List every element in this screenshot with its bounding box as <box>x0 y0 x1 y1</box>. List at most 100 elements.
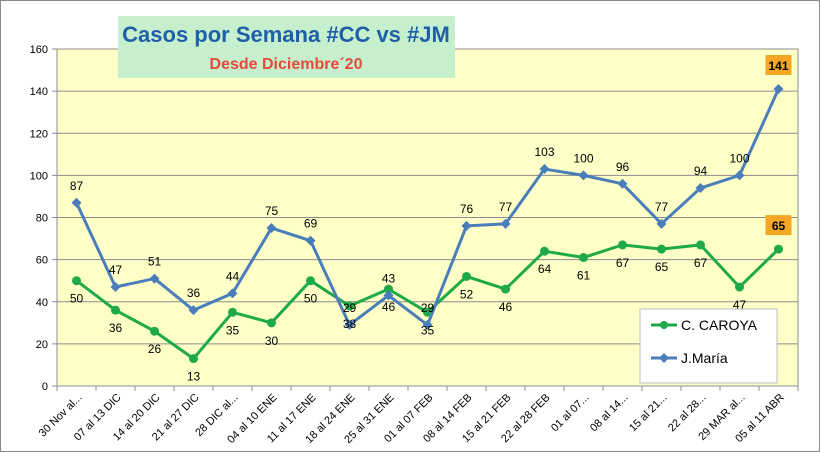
data-label-jmaria: 77 <box>655 200 669 214</box>
data-point-caroya <box>72 276 81 286</box>
data-label-jmaria: 43 <box>382 271 396 285</box>
data-label-jmaria: 94 <box>694 164 708 178</box>
data-point-caroya <box>462 271 471 281</box>
data-point-caroya <box>267 318 276 328</box>
data-point-caroya <box>501 284 510 294</box>
data-point-caroya <box>696 240 705 250</box>
data-point-jmaria <box>773 84 784 95</box>
data-point-jmaria <box>188 305 199 316</box>
data-label-caroya-last: 65 <box>772 219 786 233</box>
series-layer <box>71 84 784 364</box>
data-label-caroya: 30 <box>265 334 279 348</box>
data-label-jmaria: 51 <box>148 255 162 269</box>
data-label-caroya: 67 <box>616 256 630 270</box>
data-point-jmaria <box>461 220 472 231</box>
x-tick-label: 01 al 07... <box>549 392 592 435</box>
legend-marker-caroya <box>660 321 668 329</box>
data-label-caroya: 13 <box>187 370 201 384</box>
data-label-caroya: 26 <box>148 342 162 356</box>
data-label-caroya: 36 <box>109 321 123 335</box>
data-point-caroya <box>735 282 744 292</box>
data-label-caroya: 64 <box>538 262 552 276</box>
data-point-jmaria <box>110 282 121 293</box>
data-point-caroya <box>657 244 666 254</box>
data-point-jmaria <box>617 178 628 189</box>
data-label-caroya: 65 <box>655 260 669 274</box>
data-point-jmaria <box>227 288 238 299</box>
y-tick-label: 60 <box>36 255 48 267</box>
data-point-jmaria <box>266 223 277 234</box>
y-tick-label: 0 <box>42 381 48 393</box>
legend-marker-jmaria <box>659 353 669 363</box>
data-point-jmaria <box>344 319 355 330</box>
title-box: Casos por Semana #CC vs #JM Desde Diciem… <box>118 16 455 78</box>
data-point-jmaria <box>500 218 511 229</box>
data-label-caroya: 67 <box>694 256 708 270</box>
data-label-jmaria: 29 <box>343 301 357 315</box>
data-point-jmaria <box>71 197 82 208</box>
data-point-caroya <box>306 276 315 286</box>
data-label-jmaria-last: 141 <box>768 59 788 73</box>
data-point-caroya <box>579 253 588 263</box>
data-label-jmaria: 29 <box>421 301 435 315</box>
data-label-jmaria: 36 <box>187 286 201 300</box>
data-labels: 50 36 26 13 35 30 50 38 46 35 52 46 64 61 67 65 67 47 65 87… <box>70 55 792 384</box>
x-tick-label: 15 al 21... <box>627 392 670 435</box>
data-label-caroya: 52 <box>460 287 474 301</box>
data-point-jmaria <box>383 290 394 301</box>
data-point-caroya <box>345 301 354 311</box>
x-tick-label: 08 al 14... <box>588 392 631 435</box>
data-point-caroya <box>618 240 627 250</box>
y-tick-label: 20 <box>36 339 48 351</box>
data-label-jmaria: 77 <box>499 200 513 214</box>
y-tick-label: 100 <box>30 170 48 182</box>
data-label-caroya: 38 <box>343 317 357 331</box>
data-label-jmaria: 100 <box>573 151 593 165</box>
legend: C. CAROYA J.María <box>639 308 778 384</box>
data-label-jmaria: 69 <box>304 217 318 231</box>
data-label-jmaria: 75 <box>265 204 279 218</box>
data-point-jmaria <box>422 319 433 330</box>
data-label-caroya: 35 <box>421 323 435 337</box>
data-label-caroya: 50 <box>304 292 318 306</box>
data-point-jmaria <box>305 235 316 246</box>
data-label-jmaria: 44 <box>226 269 240 283</box>
y-tick-label: 40 <box>36 297 48 309</box>
data-point-caroya <box>150 326 159 336</box>
data-label-jmaria: 96 <box>616 160 630 174</box>
data-label-jmaria: 76 <box>460 202 474 216</box>
chart-subtitle: Desde Diciembre´20 <box>210 56 363 73</box>
y-tick-label: 120 <box>30 128 48 140</box>
data-label-caroya: 50 <box>70 292 84 306</box>
data-point-jmaria <box>149 273 160 284</box>
data-label-caroya: 46 <box>382 300 396 314</box>
chart-title: Casos por Semana #CC vs #JM <box>122 22 450 47</box>
data-label-jmaria: 103 <box>534 145 554 159</box>
data-label-caroya: 61 <box>577 269 591 283</box>
data-label-caroya: 35 <box>226 323 240 337</box>
data-point-jmaria <box>656 218 667 229</box>
highlight-box <box>765 55 792 76</box>
data-label-caroya: 46 <box>499 300 513 314</box>
data-point-jmaria <box>734 170 745 181</box>
legend-label-jmaria: J.María <box>681 350 728 366</box>
data-label-jmaria: 87 <box>70 179 84 193</box>
y-tick-label: 160 <box>30 44 48 56</box>
data-point-caroya <box>384 284 393 294</box>
y-tick-label: 140 <box>30 86 48 98</box>
data-label-jmaria: 100 <box>729 151 749 165</box>
highlight-box <box>765 215 792 236</box>
y-tick-label: 80 <box>36 213 48 225</box>
legend-label-caroya: C. CAROYA <box>681 317 758 333</box>
data-point-caroya <box>423 307 432 317</box>
y-axis-ticks: 0 20 40 60 80 100 120 140 160 <box>30 44 57 393</box>
data-point-caroya <box>540 246 549 256</box>
data-point-caroya <box>189 354 198 364</box>
data-point-jmaria <box>695 183 706 194</box>
data-point-caroya <box>228 307 237 317</box>
data-point-jmaria <box>578 170 589 181</box>
data-label-jmaria: 47 <box>109 263 123 277</box>
